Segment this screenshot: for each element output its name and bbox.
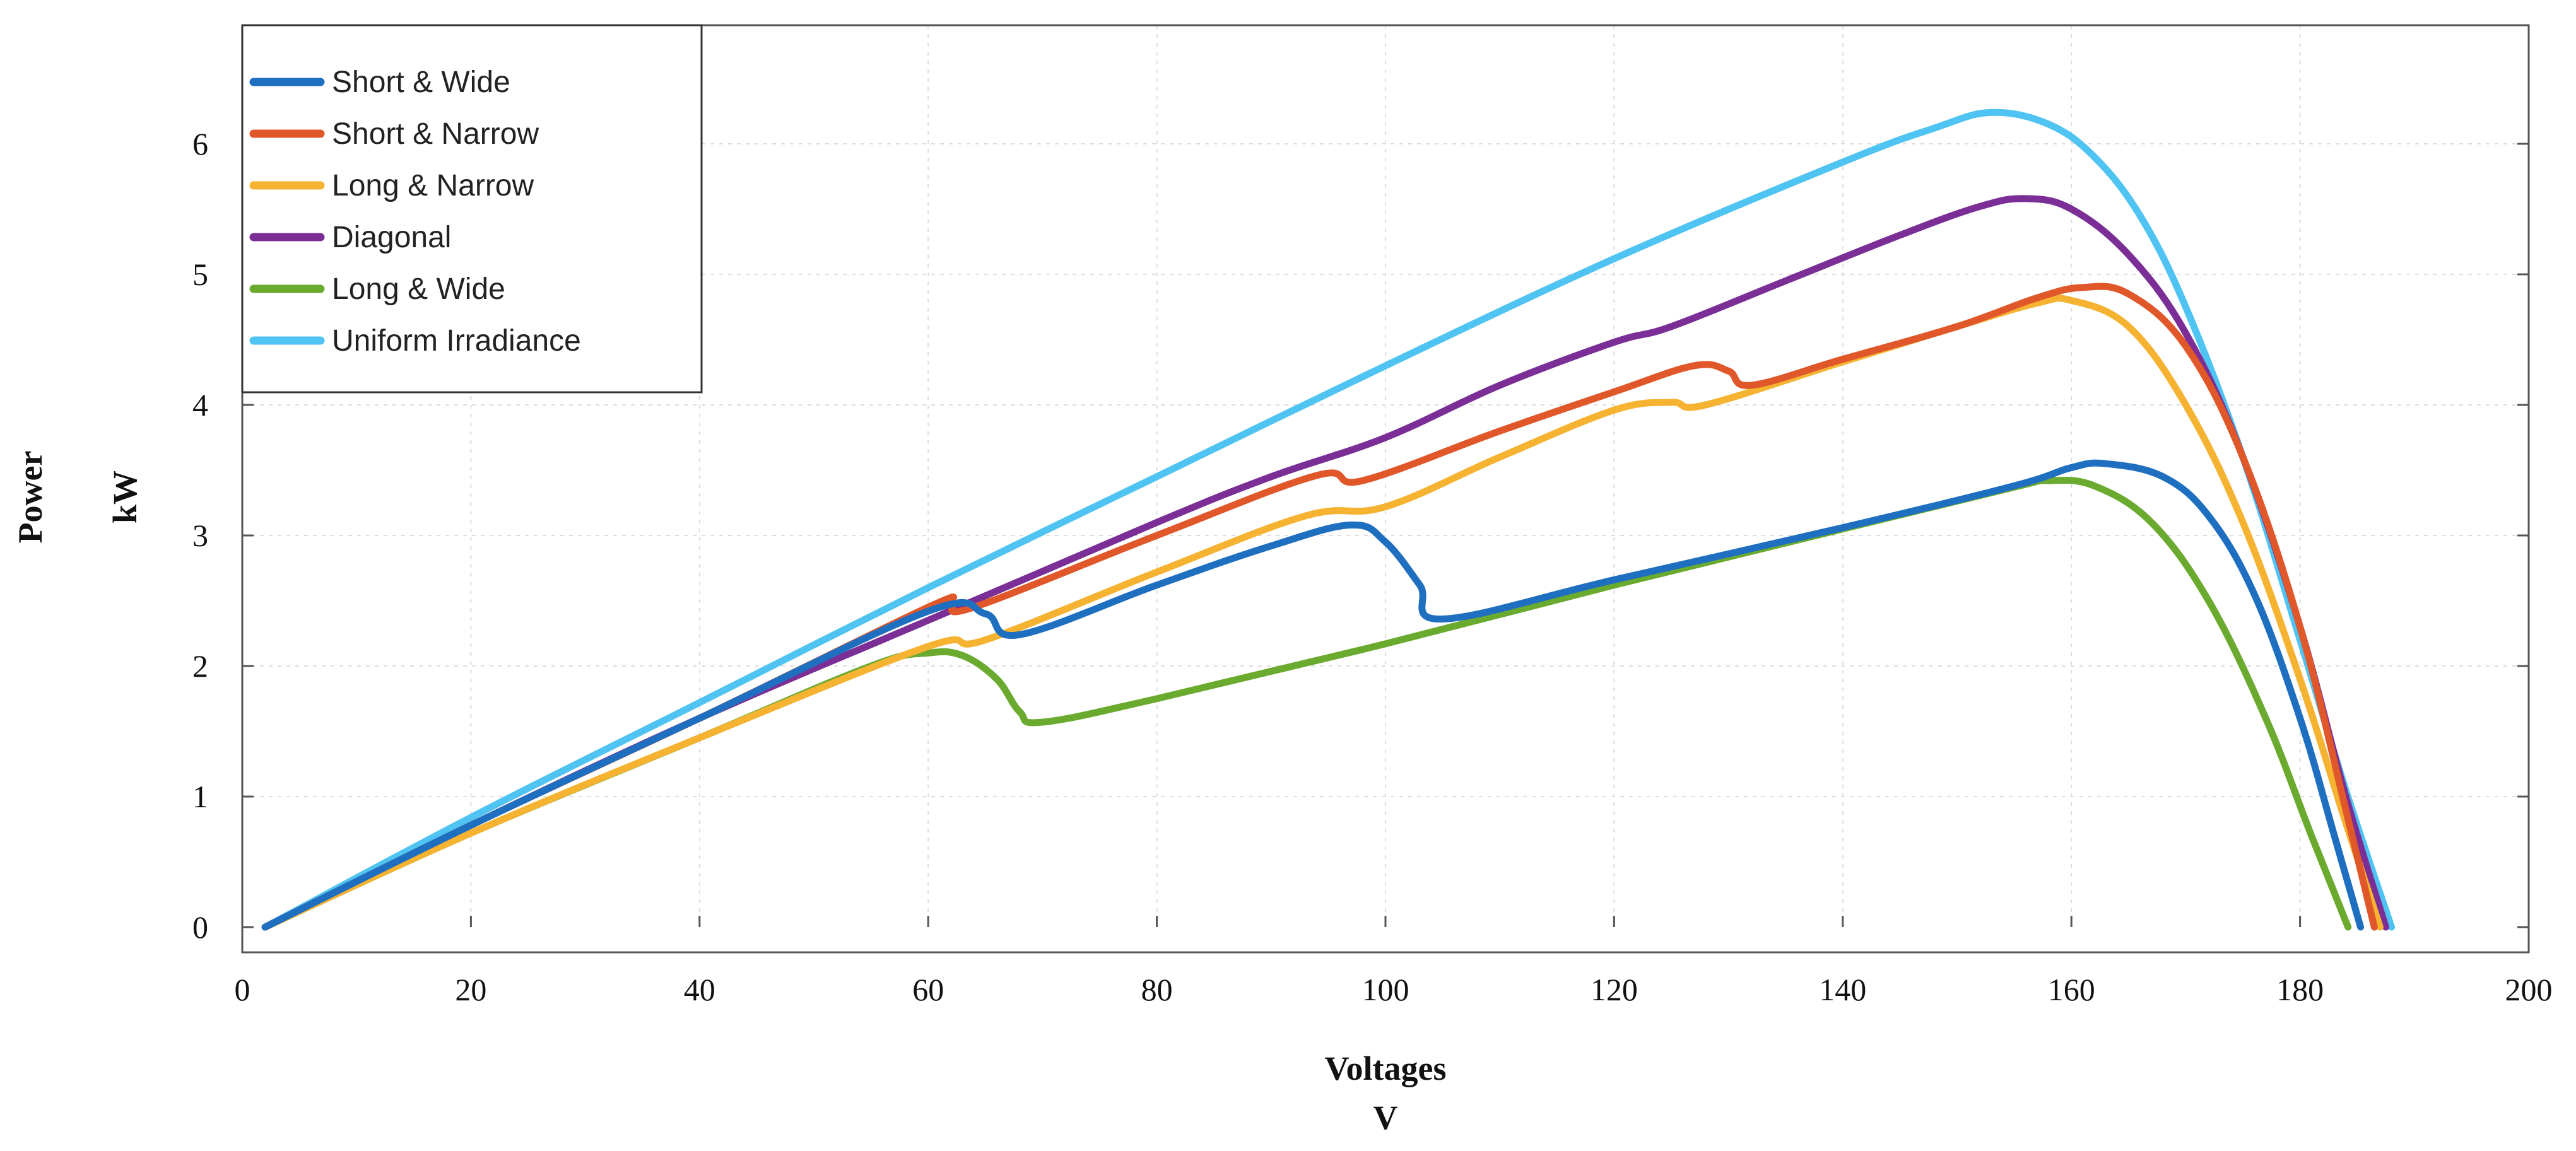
x-tick-label: 180 — [2276, 972, 2324, 1007]
x-axis-title: Voltages — [1324, 1049, 1446, 1087]
y-tick-label: 2 — [192, 648, 208, 684]
x-tick-label: 200 — [2505, 972, 2553, 1007]
axis-ticks: 0 20 40 60 80 100 120 140 160 180 200 0 1 2 3 4 5 6 — [192, 126, 2553, 1007]
x-tick-label: 140 — [1819, 972, 1866, 1007]
y-axis-title: Power — [11, 451, 49, 544]
y-tick-label: 5 — [192, 257, 208, 292]
y-tick-label: 6 — [192, 126, 208, 161]
x-tick-label: 60 — [912, 972, 944, 1007]
legend-label-short-narrow: Short & Narrow — [332, 117, 539, 151]
y-tick-label: 4 — [192, 387, 208, 423]
x-tick-label: 0 — [235, 972, 250, 1007]
x-tick-label: 80 — [1141, 972, 1173, 1007]
plot-frame — [241, 24, 2530, 954]
y-tick-label: 1 — [192, 779, 208, 814]
y-axis-unit: kW — [106, 470, 144, 523]
series-line-long-narrow — [261, 295, 2384, 931]
y-tick-label: 3 — [192, 518, 208, 553]
series-line-short-wide — [261, 459, 2365, 931]
x-axis-unit: V — [1373, 1099, 1398, 1136]
x-tick-label: 100 — [1362, 972, 1409, 1007]
x-tick-label: 20 — [455, 972, 486, 1007]
legend-box — [241, 24, 703, 394]
legend-label-diagonal: Diagonal — [332, 221, 451, 254]
legend-label-uniform-irradiance: Uniform Irradiance — [332, 324, 581, 358]
y-tick-label: 0 — [192, 909, 208, 945]
x-tick-label: 120 — [1591, 972, 1638, 1007]
x-tick-label: 40 — [684, 972, 715, 1007]
legend: Short & Wide Short & Narrow Long & Narrow D… — [241, 24, 703, 394]
legend-label-long-wide: Long & Wide — [332, 272, 505, 306]
series-lines — [261, 108, 2396, 931]
x-tick-label: 160 — [2048, 972, 2095, 1007]
legend-label-short-wide: Short & Wide — [332, 66, 510, 99]
legend-label-long-narrow: Long & Narrow — [332, 169, 534, 202]
